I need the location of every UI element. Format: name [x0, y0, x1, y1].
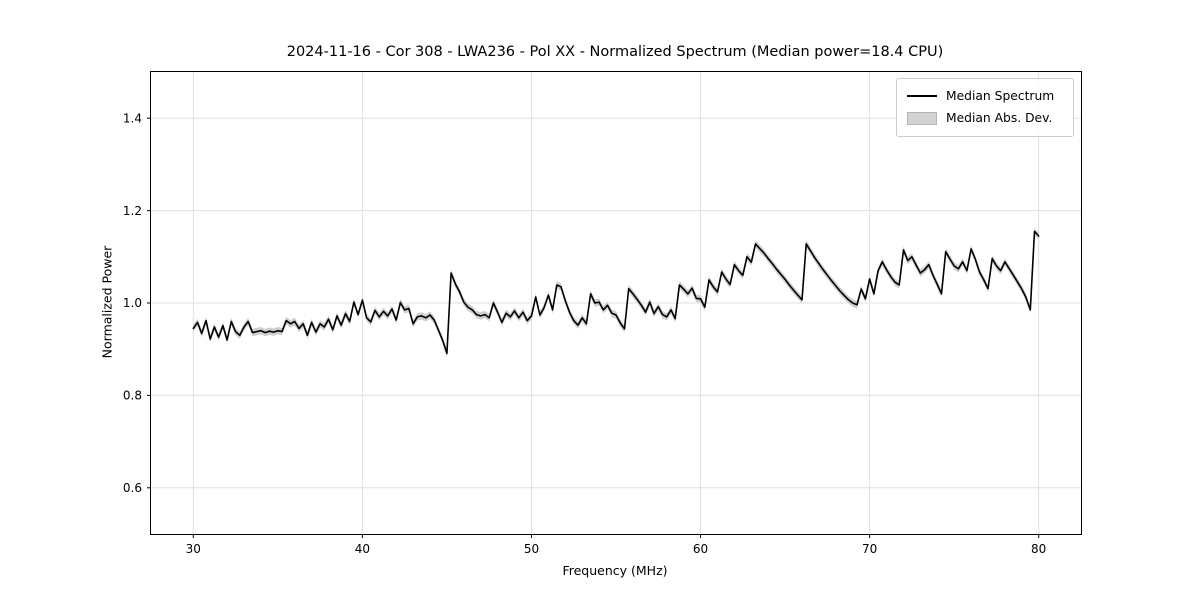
y-tick-label: 0.6: [123, 481, 142, 495]
y-axis-label: Normalized Power: [99, 245, 115, 359]
x-tick-label: 50: [524, 542, 539, 556]
spectrum-line: [192, 230, 1040, 355]
legend-label-median-abs-dev: Median Abs. Dev.: [946, 111, 1053, 125]
legend: Median Spectrum Median Abs. Dev.: [896, 78, 1074, 137]
plot-frame: 30 40 50 60 70 80 0.6 0.8 1.0 1.2 1.4: [123, 71, 1082, 556]
chart-title: 2024-11-16 - Cor 308 - LWA236 - Pol XX -…: [286, 44, 944, 60]
legend-item-median-abs-dev: Median Abs. Dev.: [907, 107, 1063, 129]
y-tick-label: 1.4: [123, 111, 142, 125]
x-tick-label: 70: [862, 542, 877, 556]
mad-band: [193, 227, 1039, 358]
y-tick-label: 0.8: [123, 389, 142, 403]
y-tick-label: 1.0: [123, 296, 142, 310]
legend-item-median-spectrum: Median Spectrum: [907, 85, 1063, 107]
x-tick-label: 40: [355, 542, 370, 556]
x-axis-label: Frequency (MHz): [562, 563, 668, 578]
axis-ticks: [147, 117, 1040, 538]
median-spectrum-line-swatch: [907, 95, 937, 97]
legend-label-median-spectrum: Median Spectrum: [946, 89, 1055, 103]
x-tick-label: 30: [186, 542, 201, 556]
y-tick-label: 1.2: [123, 204, 142, 218]
grid: [151, 72, 1081, 534]
x-tick-label: 80: [1031, 542, 1046, 556]
plot-area: 30 40 50 60 70 80 0.6 0.8 1.0 1.2 1.4: [123, 72, 1081, 556]
axis-tick-labels: 30 40 50 60 70 80 0.6 0.8 1.0 1.2 1.4: [123, 111, 1046, 556]
x-tick-label: 60: [693, 542, 708, 556]
median-abs-dev-patch-swatch: [907, 111, 937, 125]
